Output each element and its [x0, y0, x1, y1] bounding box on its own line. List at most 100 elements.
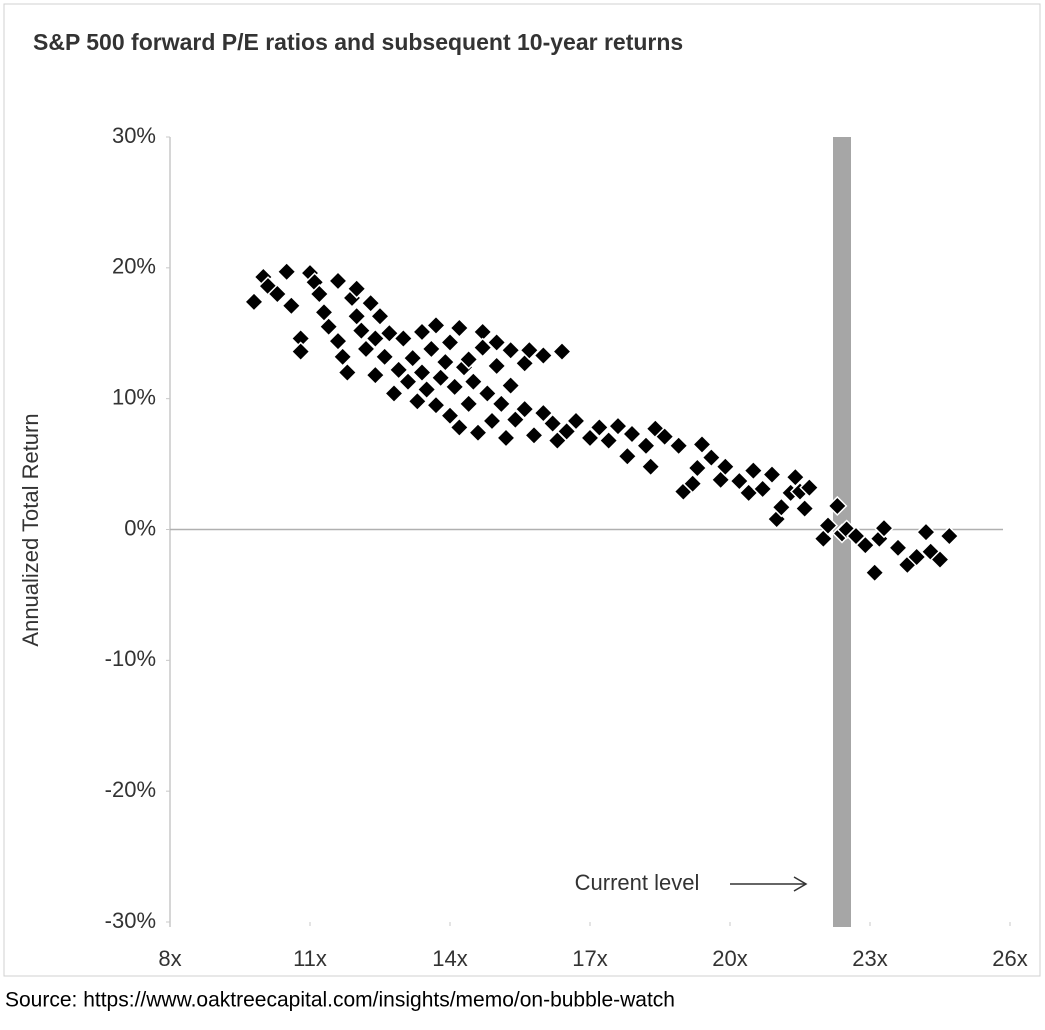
point	[355, 338, 377, 360]
point	[444, 376, 465, 397]
point	[416, 379, 437, 400]
y-tick-label: -20%	[105, 777, 156, 802]
point	[691, 434, 713, 455]
point	[346, 278, 367, 299]
point	[379, 323, 400, 344]
point	[467, 422, 489, 443]
point	[929, 549, 951, 570]
point	[542, 413, 563, 434]
point	[365, 365, 386, 386]
point	[393, 328, 414, 349]
point	[621, 423, 643, 445]
point	[495, 427, 517, 448]
point	[327, 270, 349, 291]
point	[794, 498, 815, 519]
point	[332, 346, 353, 367]
point	[565, 410, 587, 431]
point	[486, 332, 507, 353]
point	[873, 518, 895, 539]
point	[761, 464, 783, 485]
point	[318, 316, 339, 337]
point	[327, 331, 349, 352]
point	[435, 351, 456, 373]
point	[701, 447, 722, 468]
point	[463, 371, 484, 392]
point	[486, 355, 507, 377]
point	[290, 341, 311, 362]
point	[276, 261, 297, 282]
x-tick-label: 23x	[852, 946, 887, 971]
x-tick-label: 17x	[572, 946, 607, 971]
point	[407, 391, 428, 412]
point	[374, 346, 395, 367]
point	[477, 383, 498, 404]
chart-frame	[3, 3, 1041, 977]
x-tick-label: 26x	[992, 946, 1027, 971]
chart-title: S&P 500 forward P/E ratios and subsequen…	[33, 29, 683, 55]
y-axis-title: Annualized Total Return	[18, 413, 43, 646]
point	[589, 417, 610, 438]
point	[491, 393, 512, 414]
point	[523, 425, 545, 446]
point	[281, 295, 302, 316]
point	[598, 430, 619, 451]
point	[309, 283, 330, 305]
point	[243, 291, 265, 312]
point	[458, 393, 479, 414]
point	[449, 417, 470, 438]
point	[472, 337, 493, 358]
point	[421, 338, 442, 360]
point	[817, 515, 839, 536]
x-tick-label: 8x	[158, 946, 181, 971]
y-tick-label: 30%	[112, 123, 156, 148]
point	[635, 435, 657, 456]
point	[855, 535, 876, 556]
point	[449, 317, 470, 339]
point	[827, 495, 848, 517]
point	[402, 348, 423, 369]
point	[411, 321, 433, 343]
point	[915, 522, 937, 543]
point	[351, 320, 372, 341]
y-tick-label: -30%	[105, 908, 156, 933]
x-tick-label: 20x	[712, 946, 747, 971]
y-tick-label: -10%	[105, 646, 156, 671]
point	[383, 383, 405, 404]
point	[500, 340, 521, 361]
point	[939, 525, 960, 547]
point	[729, 471, 750, 492]
point	[337, 362, 358, 383]
point	[425, 315, 447, 336]
point	[640, 456, 661, 477]
y-tick-label: 20%	[112, 254, 156, 279]
point	[439, 332, 461, 353]
annotation: Current level	[575, 870, 700, 895]
point	[654, 426, 675, 447]
point	[519, 340, 540, 361]
point	[267, 283, 288, 305]
annotation-arrow	[730, 876, 808, 892]
point	[556, 421, 577, 442]
point	[668, 435, 689, 456]
point	[481, 410, 503, 431]
point	[411, 362, 433, 383]
point	[397, 371, 419, 392]
y-tick-label: 10%	[112, 384, 156, 409]
point	[533, 402, 554, 424]
point	[430, 367, 451, 388]
point	[715, 456, 736, 477]
point	[533, 345, 554, 366]
point	[505, 409, 526, 430]
point	[682, 473, 703, 494]
point	[458, 349, 479, 370]
point	[887, 537, 909, 558]
point	[771, 497, 792, 518]
x-tick-label: 11x	[293, 946, 327, 971]
point	[607, 416, 629, 437]
point	[579, 427, 601, 448]
x-tick-label: 14x	[432, 946, 467, 971]
y-tick-label: 0%	[124, 515, 156, 540]
point	[906, 546, 927, 568]
point	[551, 341, 573, 362]
